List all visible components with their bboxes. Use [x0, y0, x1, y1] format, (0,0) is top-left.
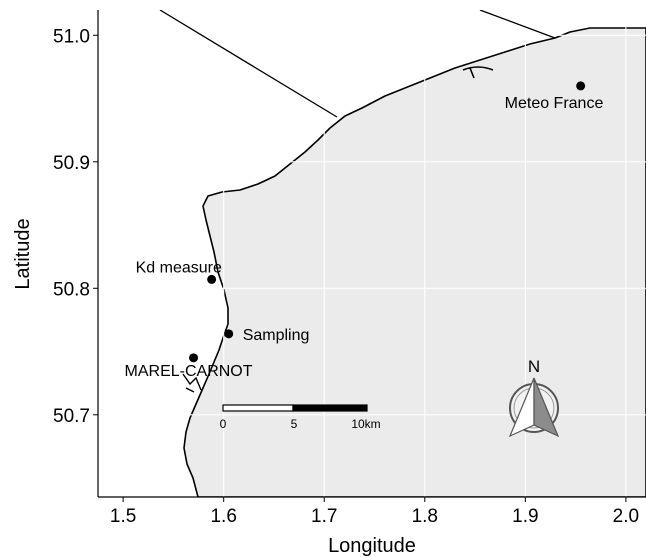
x-tick-label: 1.7: [311, 506, 337, 527]
scale-bar-segment-black: [292, 404, 368, 412]
x-axis-ticks: 1.5 1.6 1.7 1.8 1.9 2.0: [110, 497, 639, 527]
scale-label-5: 5: [291, 417, 298, 431]
x-axis-title: Longitude: [328, 535, 416, 557]
site-label-sampling: Sampling: [243, 327, 310, 344]
x-tick-label: 1.5: [110, 506, 136, 527]
site-label-marel-carnot: MAREL-CARNOT: [125, 363, 253, 380]
site-point-meteo-france: [576, 81, 586, 91]
maritime-boundary-line: [159, 10, 338, 118]
y-tick-label: 50.9: [53, 153, 90, 174]
y-tick-label: 50.7: [53, 406, 90, 427]
scale-label-0: 0: [220, 417, 227, 431]
site-point-marel-carnot: [189, 353, 199, 363]
y-tick-label: 50.8: [53, 279, 90, 300]
scale-bar: 0 5 10km: [220, 404, 381, 431]
scale-label-10km: 10km: [351, 417, 380, 431]
y-tick-label: 51.0: [53, 26, 90, 47]
site-markers: Meteo France Kd measure Sampling MAREL-CARN…: [125, 81, 604, 380]
scale-bar-segment-white: [222, 404, 294, 412]
site-label-meteo-france: Meteo France: [505, 95, 604, 112]
maritime-boundary-line: [479, 10, 556, 39]
x-tick-label: 1.9: [512, 506, 538, 527]
north-label: N: [528, 357, 540, 376]
land-area: [183, 27, 646, 497]
north-arrow: N: [508, 357, 560, 438]
x-tick-label: 2.0: [613, 506, 639, 527]
x-tick-label: 1.8: [412, 506, 438, 527]
x-tick-label: 1.6: [210, 506, 236, 527]
estuary-feature: [182, 373, 202, 393]
site-label-kd-measure: Kd measure: [136, 259, 222, 276]
y-axis-title: Latitude: [12, 218, 34, 289]
site-point-sampling: [224, 329, 234, 339]
estuary-feature: [462, 66, 494, 79]
north-arrow-right-half: [533, 377, 560, 438]
site-point-kd-measure: [207, 274, 217, 284]
y-axis-ticks: 50.7 50.8 50.9 51.0: [53, 26, 98, 427]
